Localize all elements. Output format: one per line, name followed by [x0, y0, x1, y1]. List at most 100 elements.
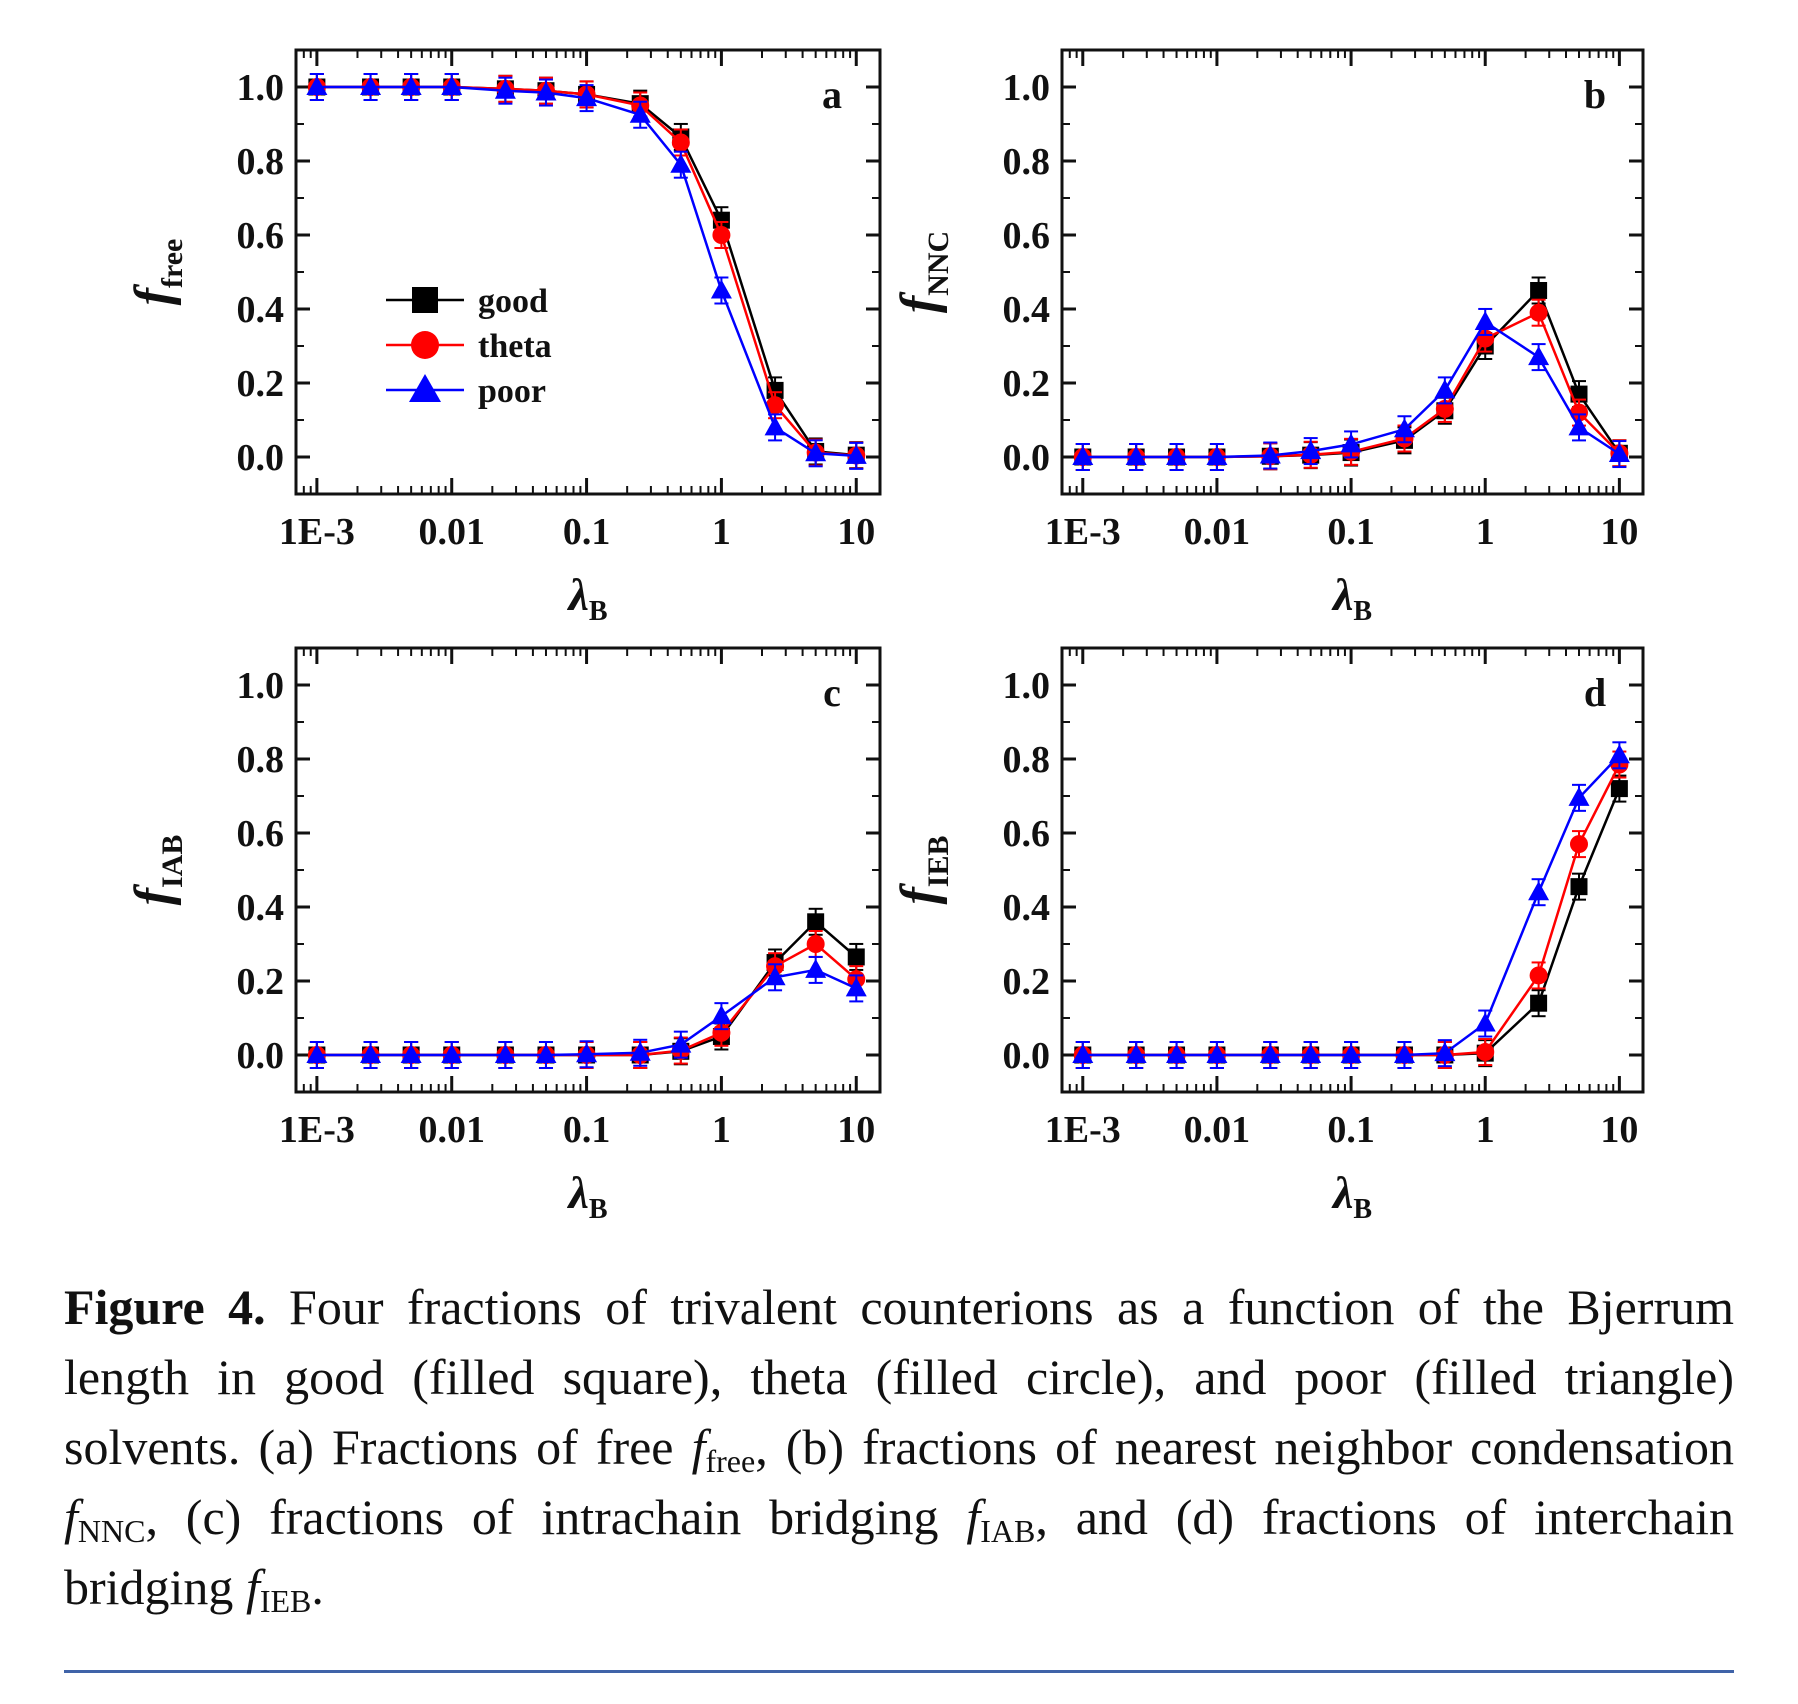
data-point-poor	[1568, 786, 1590, 806]
legend-label-good: good	[478, 283, 548, 320]
caption-symbol-nnc: f	[64, 1489, 78, 1545]
y-tick-label: 0.2	[1003, 363, 1051, 405]
data-point-poor	[1474, 310, 1496, 330]
y-tick-label: 0.6	[1003, 813, 1051, 855]
data-point-poor	[1340, 1044, 1362, 1063]
y-axis-label: ffree	[125, 239, 189, 306]
plot-frame	[294, 646, 882, 1094]
x-axis-symbol: λ	[1331, 1167, 1353, 1218]
panel-letter: c	[823, 670, 841, 715]
data-point-good	[807, 913, 825, 931]
data-point-poor	[1206, 446, 1228, 465]
y-axis-subscript: IAB	[156, 835, 189, 888]
x-tick-label: 0.1	[563, 511, 611, 553]
caption-text-1: Four fractions of trivalent counterions …	[64, 1279, 1734, 1475]
data-point-poor	[710, 279, 732, 299]
series-poor	[1072, 741, 1630, 1069]
data-point-poor	[845, 977, 867, 997]
x-tick-label: 0.1	[563, 1109, 611, 1151]
x-axis-symbol: λ	[566, 569, 588, 620]
data-point-poor	[670, 1033, 692, 1053]
y-tick-label: 1.0	[237, 665, 285, 707]
panel-c: 0.0 0.2 0.4 0.6 0.8 1.0 1E-3 0.01 0.1 1 10 c fIAB λB	[125, 646, 882, 1225]
caption-symbol-ieb: f	[245, 1559, 260, 1615]
data-point-poor	[1166, 1044, 1188, 1063]
y-tick-label: 0.6	[1003, 215, 1051, 257]
data-point-good	[1530, 994, 1548, 1012]
data-point-poor	[1072, 1044, 1094, 1063]
data-point-theta	[1529, 966, 1548, 985]
x-axis-subscript: B	[1353, 1194, 1372, 1225]
data-point-theta	[671, 133, 690, 152]
panel-d: 0.0 0.2 0.4 0.6 0.8 1.0 1E-3 0.01 0.1 1 10 d fIEB λB	[891, 646, 1645, 1225]
data-point-poor	[576, 87, 598, 107]
x-tick-label: 10	[1600, 1109, 1638, 1151]
data-point-poor	[360, 1044, 382, 1063]
series-good	[1074, 774, 1628, 1069]
y-tick-label: 0.4	[237, 887, 285, 929]
y-axis-symbol: f	[125, 883, 182, 905]
panel-a: 0.0 0.2 0.4 0.6 0.8 1.0 1E-3 0.01 0.1 1 10 a ffree λB…	[125, 48, 882, 627]
series-theta	[1073, 750, 1629, 1069]
series-poor	[1072, 307, 1630, 471]
y-tick-label: 0.6	[237, 813, 285, 855]
x-tick-label: 1	[1476, 1109, 1495, 1151]
y-tick-label: 1.0	[237, 67, 285, 109]
data-point-poor	[1528, 881, 1550, 901]
y-tick-label: 0.2	[237, 363, 285, 405]
data-point-theta	[1476, 1043, 1495, 1062]
x-tick-label: 10	[1600, 511, 1638, 553]
x-axis-subscript: B	[589, 596, 608, 627]
data-point-poor	[360, 76, 382, 95]
caption-sub-free: free	[705, 1443, 756, 1479]
data-point-poor	[764, 966, 786, 986]
legend: good theta poor	[386, 283, 552, 410]
y-tick-label: 0.8	[237, 739, 285, 781]
data-point-theta	[1569, 835, 1588, 854]
data-point-theta	[1529, 303, 1548, 322]
data-point-poor	[1300, 440, 1322, 460]
x-tick-label: 1	[712, 1109, 731, 1151]
caption-label: Figure 4.	[64, 1279, 266, 1335]
caption-sub-iab: IAB	[980, 1513, 1036, 1549]
data-point-poor	[1608, 744, 1630, 764]
data-point-poor	[494, 79, 516, 99]
data-point-poor	[400, 76, 422, 95]
data-point-poor	[805, 958, 827, 978]
y-tick-label: 1.0	[1003, 665, 1051, 707]
data-point-poor	[710, 1005, 732, 1025]
legend-marker-theta	[411, 331, 439, 359]
data-point-poor	[1259, 444, 1281, 464]
caption-text-2: , (b) fractions of nearest neighbor cond…	[755, 1419, 1734, 1475]
data-point-poor	[1393, 1044, 1415, 1063]
y-axis-label: fIEB	[891, 835, 955, 904]
x-axis-symbol: λ	[1331, 569, 1353, 620]
x-axis-label: λB	[566, 1167, 607, 1225]
y-tick-label: 0.4	[1003, 289, 1051, 331]
y-tick-label: 0.8	[237, 141, 285, 183]
data-point-good	[1570, 385, 1588, 403]
data-point-theta	[766, 396, 785, 415]
data-point-good	[1610, 780, 1628, 798]
caption-text-3: , (c) fractions of intrachain bridging	[145, 1489, 967, 1545]
figure-caption: Figure 4. Four fractions of trivalent co…	[64, 1272, 1734, 1622]
y-tick-label: 0.0	[1003, 437, 1051, 479]
y-tick-label: 0.4	[237, 289, 285, 331]
x-axis-subscript: B	[589, 1194, 608, 1225]
panel-letter: a	[822, 72, 842, 117]
series-poor	[306, 955, 867, 1069]
x-axis-label: λB	[566, 569, 607, 627]
y-axis-symbol: f	[891, 883, 948, 905]
data-point-good	[847, 948, 865, 966]
legend-marker-poor	[409, 374, 441, 402]
caption-text-4: , and (d) fractions of interchain bridgi…	[64, 1489, 1734, 1615]
y-axis-subscript: free	[156, 239, 189, 288]
data-point-good	[1570, 878, 1588, 896]
y-tick-label: 1.0	[1003, 67, 1051, 109]
caption-text-5: .	[311, 1559, 324, 1615]
y-tick-label: 0.8	[1003, 739, 1051, 781]
series-theta	[307, 73, 866, 470]
x-tick-label: 0.01	[418, 511, 485, 553]
x-tick-label: 0.01	[418, 1109, 485, 1151]
y-axis-label: fNNC	[891, 231, 955, 313]
